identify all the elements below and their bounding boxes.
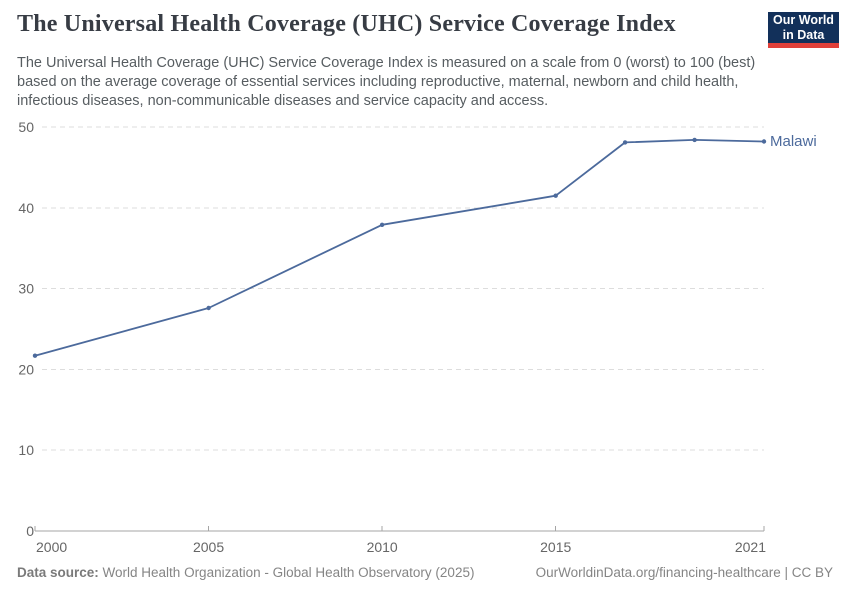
data-point-2010[interactable] [379, 222, 385, 227]
footer: Data source: World Health Organization -… [17, 565, 833, 580]
data-point-2005[interactable] [206, 305, 211, 311]
y-tick-label-50: 50 [18, 119, 34, 135]
y-tick-label-10: 10 [18, 442, 34, 458]
data-point-2021[interactable] [761, 139, 767, 144]
y-tick-label-30: 30 [18, 281, 34, 297]
x-tick-label-2021: 2021 [735, 539, 766, 555]
data-source: Data source: World Health Organization -… [17, 565, 474, 580]
y-tick-label-40: 40 [18, 200, 34, 216]
chart-subtitle: The Universal Health Coverage (UHC) Serv… [17, 55, 756, 109]
y-tick-label-20: 20 [18, 361, 34, 377]
x-tick-label-2010: 2010 [367, 539, 398, 555]
x-tick-label-2000: 2000 [36, 539, 67, 555]
y-tick-label-0: 0 [26, 523, 34, 539]
data-point-2017[interactable] [622, 140, 628, 145]
owid-logo-line1: Our World [773, 13, 834, 27]
owid-logo[interactable]: Our World in Data [768, 12, 839, 48]
malawi-line[interactable] [34, 139, 765, 357]
data-point-2019[interactable] [692, 137, 697, 143]
x-tick-label-2005: 2005 [193, 539, 224, 555]
entity-label-malawi[interactable]: Malawi [770, 133, 817, 150]
x-tick-label-2015: 2015 [540, 539, 571, 555]
data-point-2015[interactable] [553, 193, 558, 198]
page-title: The Universal Health Coverage (UHC) Serv… [17, 11, 676, 37]
data-point-2000[interactable] [32, 353, 38, 358]
attribution-link[interactable]: OurWorldinData.org/financing-healthcare … [535, 565, 833, 580]
data-source-label: Data source: [17, 565, 99, 580]
data-source-text: World Health Organization - Global Healt… [98, 565, 475, 580]
owid-logo-line2: in Data [782, 27, 825, 42]
